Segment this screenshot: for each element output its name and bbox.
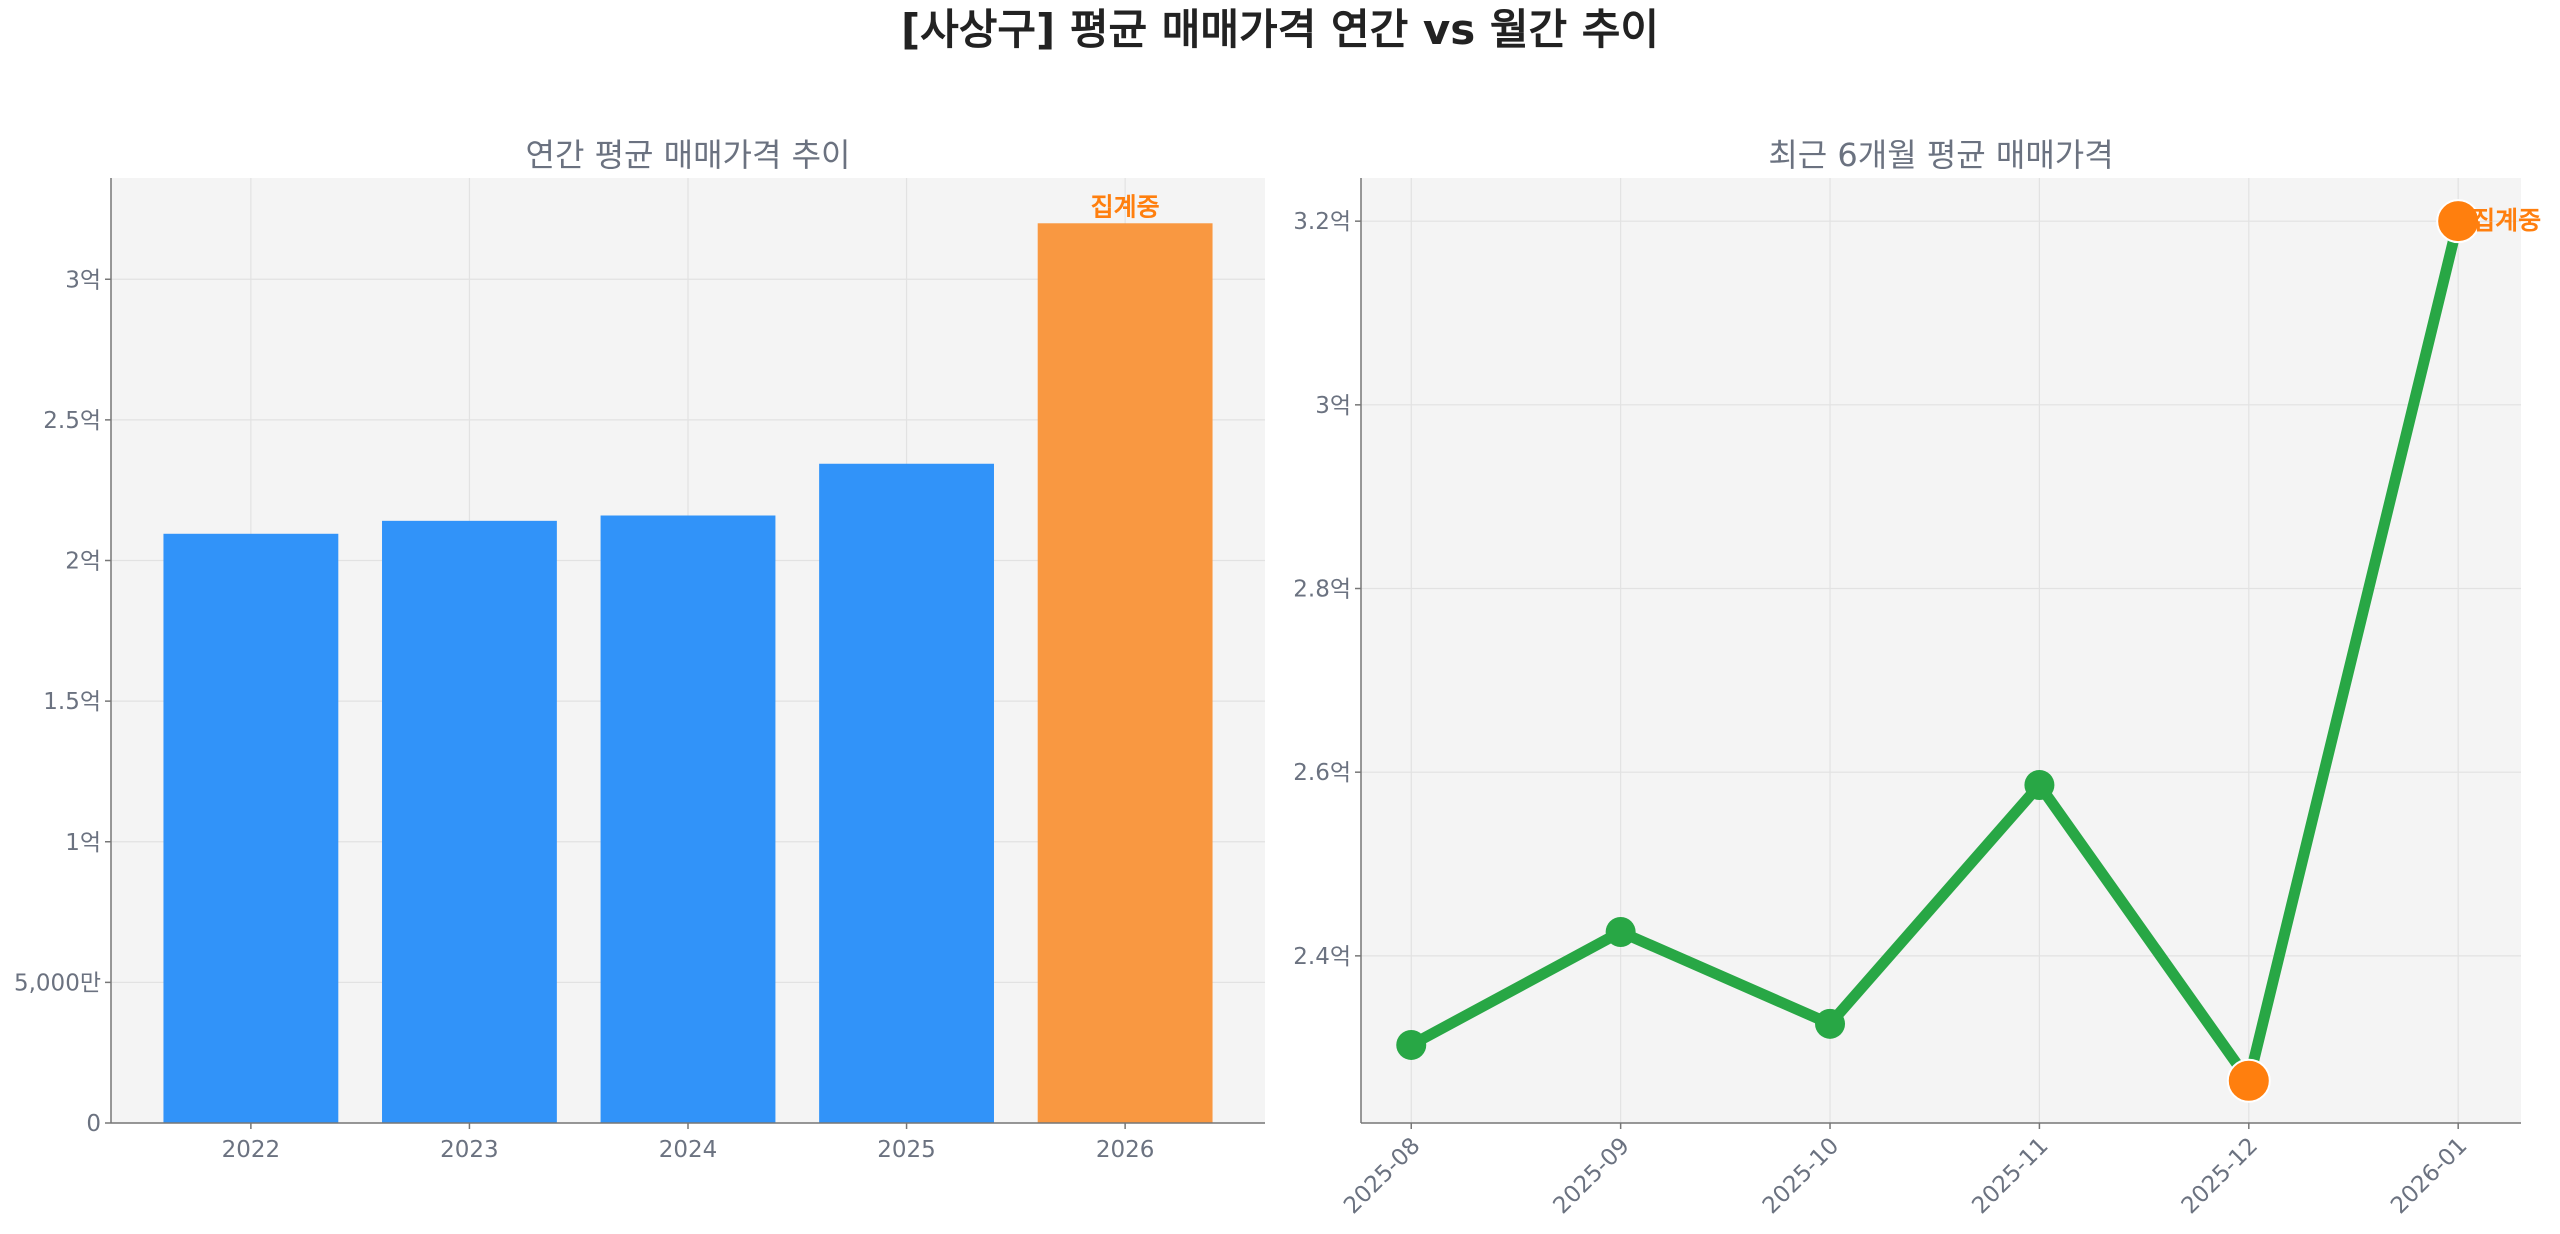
x-tick-label: 2025-09 — [1549, 1133, 1635, 1219]
data-point-2025-11 — [2024, 770, 2055, 801]
bar-2023 — [382, 520, 557, 1123]
y-tick-label: 2.4억 — [1293, 944, 1351, 970]
annotation-label: 집계중 — [2472, 206, 2541, 235]
bar-2024 — [600, 515, 776, 1123]
series-line — [1408, 219, 2464, 1087]
y-tick-label: 2.8억 — [1293, 577, 1351, 603]
annual-bar-chart: 연간 평균 매매가격 추이 0 5,000만 1억 1.5억 2억 2.5억 3억 2022 2… — [14, 136, 1265, 1163]
data-point-2025-10 — [1815, 1008, 1846, 1039]
y-tick-label: 3억 — [1315, 393, 1351, 419]
y-tick-label: 2.6억 — [1293, 760, 1351, 786]
monthly-chart-title: 최근 6개월 평균 매매가격 — [1768, 136, 2113, 174]
x-tick-label: 2025-11 — [1967, 1133, 2053, 1219]
monthly-line-chart: 최근 6개월 평균 매매가격 2.4억 2.6억 2.8억 3억 3.2억 2025-08… — [1293, 136, 2541, 1219]
annotation-label: 집계중 — [1091, 192, 1160, 221]
data-point-2025-12 — [2226, 1058, 2271, 1103]
x-tick-label: 2025-10 — [1758, 1133, 1844, 1219]
data-point-2025-09 — [1605, 916, 1636, 947]
y-tick-label: 3.2억 — [1293, 209, 1351, 235]
x-tick-label: 2026 — [1096, 1137, 1155, 1163]
x-tick-label: 2025 — [877, 1137, 936, 1163]
figure-title: [사상구] 평균 매매가격 연간 vs 월간 추이 — [901, 5, 1659, 54]
bar-2022 — [163, 533, 339, 1123]
x-tick-label: 2026-01 — [2386, 1133, 2472, 1219]
data-point-2026-01 — [2436, 199, 2481, 244]
x-tick-label: 2023 — [440, 1137, 499, 1163]
y-tick-label: 3억 — [65, 267, 101, 293]
data-point-2025-08 — [1396, 1029, 1427, 1060]
y-tick-label: 2.5억 — [43, 408, 101, 434]
x-tick-label: 2024 — [659, 1137, 718, 1163]
annual-chart-title: 연간 평균 매매가격 추이 — [526, 136, 851, 174]
y-tick-label: 1억 — [65, 830, 101, 856]
bar-2026 — [1037, 223, 1213, 1123]
x-tick-label: 2025-12 — [2177, 1133, 2263, 1219]
y-tick-label: 1.5억 — [43, 689, 101, 715]
y-tick-label: 0 — [86, 1111, 101, 1137]
x-tick-label: 2025-08 — [1339, 1133, 1425, 1219]
y-tick-label: 5,000만 — [14, 970, 101, 996]
bar-2025 — [819, 463, 994, 1123]
y-tick-label: 2억 — [65, 549, 101, 575]
x-tick-label: 2022 — [222, 1137, 281, 1163]
